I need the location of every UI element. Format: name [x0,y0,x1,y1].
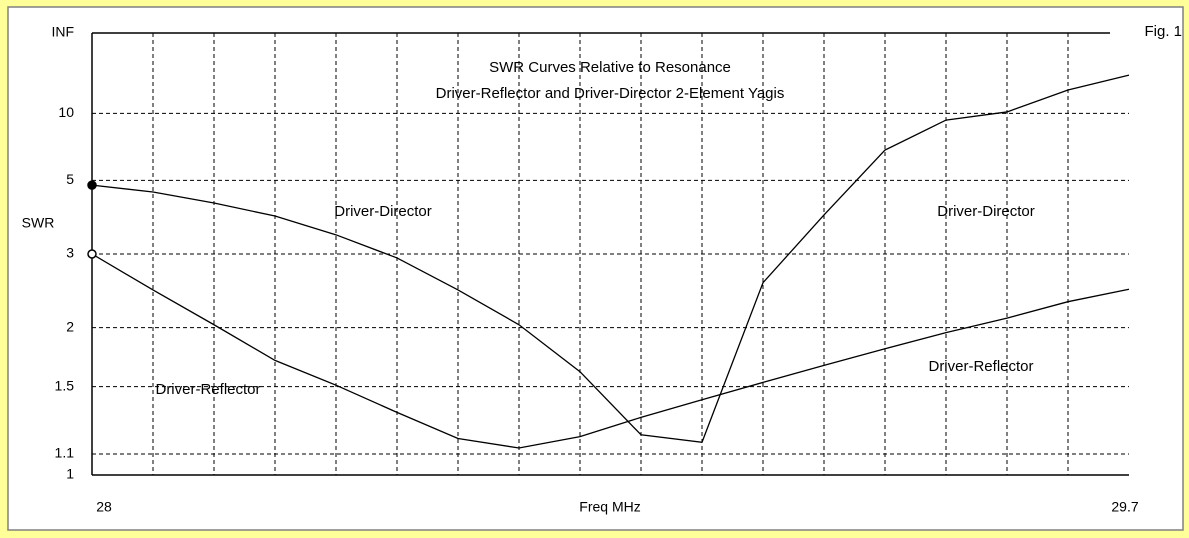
start-marker [87,249,97,259]
start-marker [87,180,97,190]
annotation: Driver-Director [937,203,1035,220]
y-tick-label: INF [51,24,74,40]
annotation: Driver-Director [334,203,432,220]
y-axis-label: SWR [22,215,55,231]
annotation: Driver-Reflector [928,358,1033,375]
x-tick-label: 28 [96,499,112,515]
x-tick-label: 29.7 [1111,499,1138,515]
y-tick-label: 2 [66,318,74,334]
series-line [91,74,1130,443]
chart-subtitle: Driver-Reflector and Driver-Director 2-E… [436,85,785,102]
y-tick-label: 1.5 [55,377,75,393]
y-tick-label: 1 [66,466,74,482]
y-tick-label: 1.1 [55,445,75,461]
x-axis-label: Freq MHz [579,499,640,515]
series-line [91,253,1130,449]
y-tick-label: 3 [66,245,74,261]
annotation: Driver-Reflector [155,381,260,398]
panel [7,6,1184,531]
figure-label: Fig. 1 [1144,23,1182,40]
y-tick-label: 5 [66,171,74,187]
y-tick-label: 10 [58,104,74,120]
chart-title: SWR Curves Relative to Resonance [489,59,731,76]
